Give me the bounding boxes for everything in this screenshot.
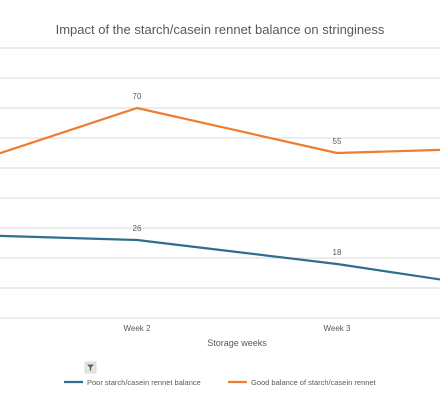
legend-label: Poor starch/casein rennet balance [87,378,201,387]
filter-icon[interactable] [84,361,97,374]
legend-label: Good balance of starch/casein rennet [251,378,377,387]
series-line-2 [0,106,440,155]
data-labels: 26 18 70 55 [133,92,342,257]
x-tick-label: Week 2 [124,324,152,333]
data-label: 26 [133,224,142,233]
data-label: 55 [333,137,342,146]
series-lines [0,106,440,281]
x-axis-tick-labels: Week 2 Week 3 [124,324,352,333]
legend: Poor starch/casein rennet balance Good ba… [64,378,377,387]
data-label: 18 [333,248,342,257]
x-tick-label: Week 3 [324,324,352,333]
chart-title: Impact of the starch/casein rennet balan… [56,22,385,37]
x-axis-title: Storage weeks [207,338,267,348]
data-label: 70 [133,92,142,101]
legend-item-2[interactable]: Good balance of starch/casein rennet [228,378,377,387]
series-line-1 [0,234,440,281]
gridlines [0,47,440,319]
legend-item-1[interactable]: Poor starch/casein rennet balance [64,378,201,387]
